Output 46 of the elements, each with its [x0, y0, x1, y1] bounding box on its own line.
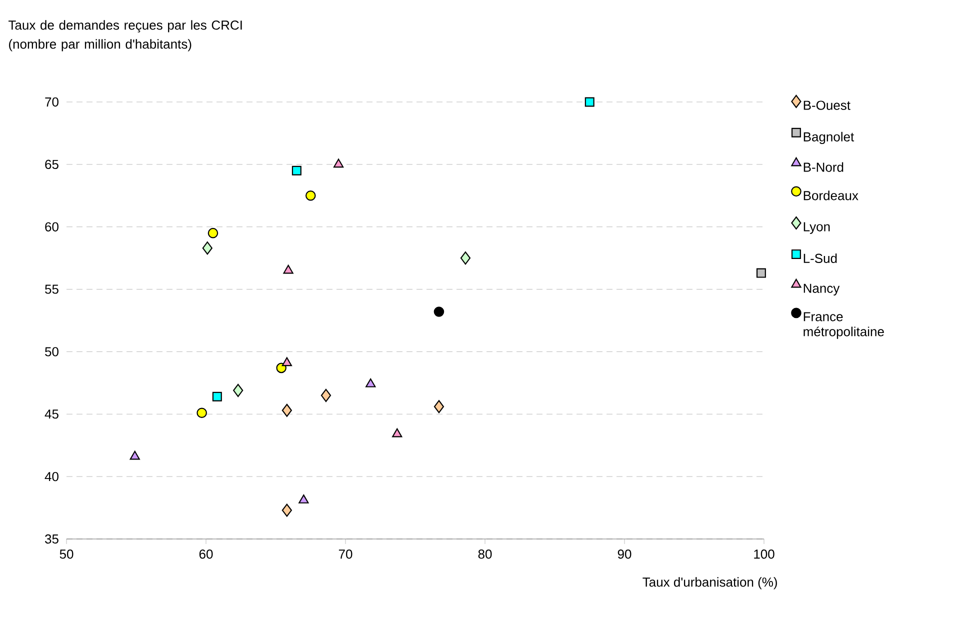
y-tick-label: 60: [45, 222, 58, 232]
point: [460, 252, 471, 265]
legend-label: Bagnolet: [804, 132, 854, 144]
point: [202, 242, 212, 255]
point: [233, 384, 244, 397]
y-tick-label: 70: [45, 97, 58, 107]
point: [282, 504, 292, 517]
y-axis-title: Taux de demandes reçues par les CRCI (nombre par million d'habitants): [8, 20, 242, 52]
point: [392, 428, 402, 438]
x-axis-title: Taux d'urbanisation (%): [642, 577, 777, 590]
legend-label: Bordeaux: [804, 190, 858, 200]
point: [756, 268, 766, 278]
point: [366, 378, 376, 388]
y-tick-label: 35: [45, 534, 58, 544]
x-tick-label: 100: [754, 550, 774, 559]
point: [434, 306, 444, 317]
point: [208, 228, 218, 238]
point: [212, 392, 222, 402]
legend-label: B-Nord: [804, 162, 844, 172]
x-tick-label: 90: [618, 550, 632, 559]
point: [305, 190, 316, 201]
legend-label: Lyon: [804, 222, 830, 234]
point: [434, 400, 444, 414]
y-tick-label: 50: [45, 347, 58, 356]
point: [282, 404, 292, 417]
legend-label: L-Sud: [804, 253, 837, 263]
point: [283, 264, 294, 274]
x-tick-label: 80: [478, 550, 492, 559]
y-tick-label: 65: [45, 160, 58, 170]
x-tick-label: 50: [60, 550, 74, 559]
point: [292, 166, 302, 176]
y-tick-label: 45: [44, 410, 58, 419]
point: [298, 494, 309, 504]
point: [584, 97, 594, 107]
x-tick-label: 60: [199, 550, 213, 559]
x-tick-label: 70: [338, 550, 352, 559]
point: [320, 388, 332, 402]
point: [196, 408, 207, 418]
y-tick-label: 40: [44, 472, 58, 482]
point: [282, 357, 292, 366]
y-tick-label: 55: [45, 284, 58, 294]
legend-label: B-Ouest: [804, 100, 850, 110]
point: [333, 158, 344, 168]
legend-label: Nancy: [804, 284, 840, 296]
point: [130, 450, 140, 460]
legend-label: France métropolitaine: [804, 312, 884, 339]
